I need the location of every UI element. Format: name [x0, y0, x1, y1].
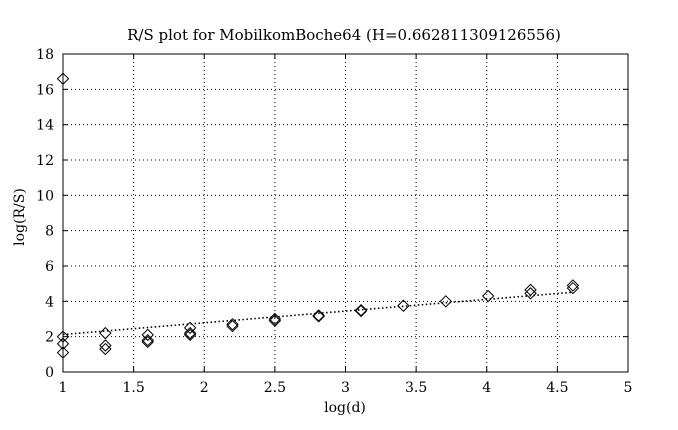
x-tick-label: 1 [59, 380, 68, 396]
y-tick-label: 14 [36, 118, 54, 134]
data-point [226, 318, 239, 331]
data-point [397, 299, 410, 312]
data-point [56, 337, 70, 350]
data-point [312, 310, 325, 323]
y-tick-label: 12 [36, 153, 54, 169]
data-point [524, 287, 537, 300]
data-point [524, 283, 537, 297]
y-axis-label: log(R/S) [12, 188, 28, 246]
y-tick-label: 6 [45, 259, 54, 275]
data-point [183, 326, 197, 340]
data-point [99, 342, 112, 356]
data-point [56, 330, 70, 343]
data-point [439, 295, 452, 308]
data-points [56, 72, 580, 359]
data-point [354, 303, 368, 317]
data-point [354, 304, 368, 318]
y-tick-label: 18 [36, 47, 54, 63]
x-tick-label: 3.5 [405, 380, 427, 396]
y-tick-label: 4 [45, 294, 54, 310]
data-point [566, 279, 580, 292]
data-point [268, 314, 282, 327]
data-point [183, 328, 197, 342]
data-point [141, 328, 154, 342]
y-tick-label: 2 [45, 330, 54, 346]
data-point [56, 346, 70, 359]
data-point [99, 326, 112, 340]
chart-title: R/S plot for MobilkomBoche64 (H=0.662811… [127, 26, 561, 44]
x-tick-label: 2.5 [264, 380, 286, 396]
data-point [56, 72, 70, 85]
x-tick-label: 5 [624, 380, 633, 396]
data-point [481, 289, 495, 303]
y-tick-labels: 0 2 4 6 8 10 12 14 16 18 [36, 47, 54, 381]
x-tick-labels: 1 1.5 2 2.5 3 3.5 4 4.5 5 [59, 380, 633, 396]
y-tick-label: 0 [45, 365, 54, 381]
x-tick-label: 2 [200, 380, 209, 396]
data-point [566, 281, 580, 295]
x-tick-label: 1.5 [122, 380, 144, 396]
data-point [99, 339, 112, 352]
y-tick-label: 16 [36, 82, 54, 98]
data-point [312, 309, 325, 322]
axis-ticks [62, 53, 629, 373]
y-tick-label: 8 [45, 224, 54, 240]
plot-area-frame [62, 53, 629, 373]
data-point [141, 335, 154, 349]
x-axis-label: log(d) [324, 400, 366, 416]
y-tick-label: 10 [36, 188, 54, 204]
x-tick-label: 4 [482, 380, 491, 396]
grid-lines [63, 54, 628, 372]
data-point [268, 312, 282, 326]
data-point [183, 321, 197, 335]
data-point [226, 319, 239, 333]
x-tick-label: 4.5 [546, 380, 568, 396]
data-point [141, 333, 154, 347]
fit-line [62, 291, 573, 336]
x-tick-label: 3 [341, 380, 350, 396]
